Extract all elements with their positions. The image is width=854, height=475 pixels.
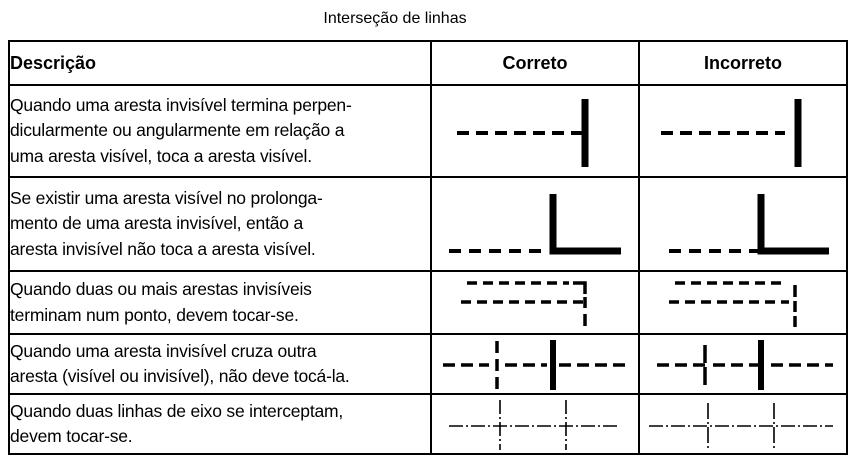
diagram-row5-correct — [432, 396, 638, 452]
page-title: Interseção de linhas — [323, 10, 467, 27]
table-row: Quando uma aresta invisível cruza outra … — [8, 333, 848, 395]
header-row: Descrição Correto Incorreto — [8, 40, 848, 86]
row3-description: Quando duas ou mais arestas invisíveis t… — [8, 270, 432, 335]
header-description: Descrição — [8, 40, 432, 86]
diagram-row3-correct — [432, 274, 638, 332]
row2-description: Se existir uma aresta visível no prolong… — [8, 176, 432, 272]
header-incorrect: Incorreto — [638, 40, 848, 86]
table-row: Quando duas linhas de eixo se intercepta… — [8, 393, 848, 455]
row1-description: Quando uma aresta invisível termina perp… — [8, 84, 432, 178]
diagram-row2-incorrect — [640, 180, 846, 268]
header-correct: Correto — [430, 40, 640, 86]
diagram-row3-incorrect — [640, 274, 846, 332]
row4-description: Quando uma aresta invisível cruza outra … — [8, 333, 432, 395]
diagram-row4-correct — [432, 336, 638, 392]
table-row: Quando duas ou mais arestas invisíveis t… — [8, 270, 848, 335]
diagram-row5-incorrect — [640, 396, 846, 452]
table-row: Quando uma aresta invisível termina perp… — [8, 84, 848, 178]
diagram-row4-incorrect — [640, 336, 846, 392]
line-intersection-table: Descrição Correto Incorreto Quando uma a… — [8, 40, 848, 455]
diagram-row1-correct — [432, 87, 638, 175]
diagram-row1-incorrect — [640, 87, 846, 175]
row5-description: Quando duas linhas de eixo se intercepta… — [8, 393, 432, 455]
diagram-row2-correct — [432, 180, 638, 268]
table-row: Se existir uma aresta visível no prolong… — [8, 176, 848, 272]
